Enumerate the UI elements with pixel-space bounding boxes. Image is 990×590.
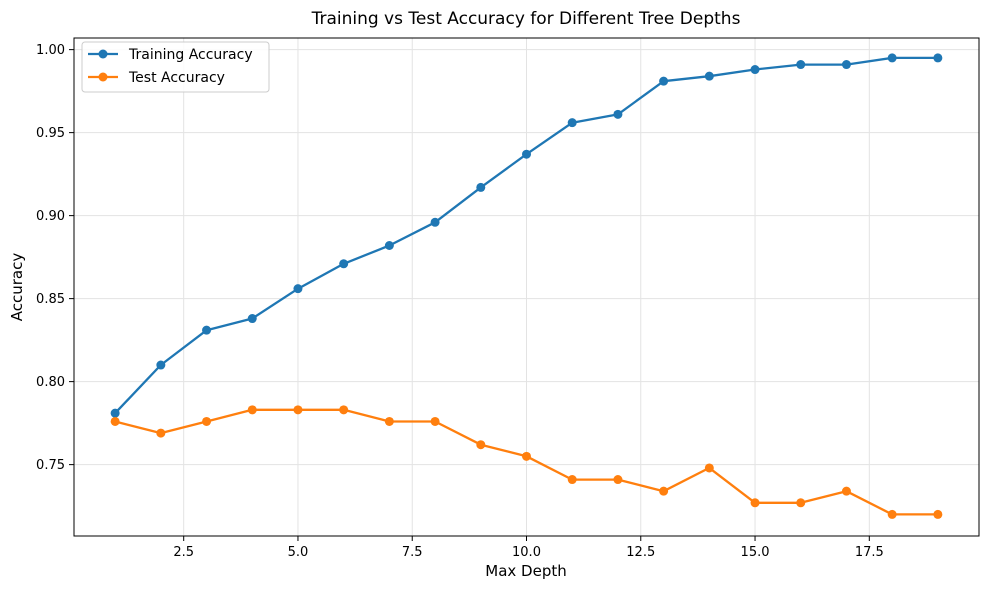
legend-item-training-accuracy: Training Accuracy (88, 47, 253, 63)
data-point-training-accuracy (430, 217, 440, 227)
data-point-training-accuracy (202, 325, 212, 335)
data-point-training-accuracy (339, 259, 349, 269)
data-point-test-accuracy (704, 463, 714, 473)
data-point-training-accuracy (156, 360, 166, 370)
x-tick-label: 12.5 (626, 545, 655, 560)
grid (74, 38, 979, 536)
data-point-test-accuracy (247, 405, 257, 415)
legend-item-test-accuracy: Test Accuracy (88, 70, 225, 86)
data-point-training-accuracy (567, 118, 577, 128)
legend-label: Test Accuracy (128, 70, 225, 86)
x-tick-label: 7.5 (402, 545, 423, 560)
y-axis-label: Accuracy (8, 253, 26, 322)
data-point-training-accuracy (247, 314, 257, 324)
y-tick-label: 0.90 (36, 209, 65, 224)
y-axis: 0.75 0.80 0.85 0.90 0.95 1.00 (36, 43, 74, 473)
data-point-test-accuracy (567, 475, 577, 485)
data-point-training-accuracy (704, 71, 714, 81)
y-tick-label: 1.00 (36, 43, 65, 58)
data-point-test-accuracy (841, 486, 851, 496)
data-point-training-accuracy (659, 76, 669, 86)
legend-label: Training Accuracy (128, 47, 253, 63)
legend: Training Accuracy Test Accuracy (81, 41, 270, 93)
series-training-accuracy (110, 53, 943, 418)
data-point-test-accuracy (613, 475, 623, 485)
x-tick-label: 5.0 (288, 545, 309, 560)
data-point-training-accuracy (887, 53, 897, 63)
data-point-training-accuracy (613, 109, 623, 119)
data-point-test-accuracy (110, 416, 120, 426)
data-point-test-accuracy (522, 451, 531, 461)
data-point-test-accuracy (476, 440, 486, 450)
data-point-training-accuracy (384, 241, 394, 250)
y-tick-label: 0.85 (36, 292, 65, 307)
data-point-training-accuracy (293, 284, 303, 294)
data-point-test-accuracy (659, 486, 669, 496)
data-point-test-accuracy (339, 405, 349, 415)
data-point-test-accuracy (384, 416, 394, 426)
data-point-training-accuracy (110, 408, 120, 418)
data-point-training-accuracy (750, 65, 760, 75)
data-point-test-accuracy (430, 416, 440, 426)
x-tick-label: 15.0 (741, 545, 770, 560)
data-point-training-accuracy (796, 60, 806, 70)
data-point-training-accuracy (933, 53, 943, 63)
data-point-test-accuracy (156, 428, 166, 438)
series-layer (110, 53, 943, 519)
x-axis: 2.5 5.0 7.5 10.0 12.5 15.0 17.5 (173, 536, 884, 560)
data-point-test-accuracy (887, 509, 897, 519)
data-point-training-accuracy (476, 182, 486, 192)
x-tick-label: 2.5 (173, 545, 194, 560)
y-tick-label: 0.95 (36, 126, 65, 141)
data-point-test-accuracy (202, 416, 212, 426)
data-point-test-accuracy (293, 405, 303, 415)
legend-marker (98, 72, 108, 82)
legend-box (81, 41, 270, 93)
x-tick-label: 10.0 (512, 545, 541, 560)
y-tick-label: 0.80 (36, 375, 65, 390)
legend-marker (98, 49, 108, 59)
data-point-test-accuracy (750, 498, 760, 508)
chart-title: Training vs Test Accuracy for Different … (311, 9, 741, 29)
y-tick-label: 0.75 (36, 458, 65, 473)
series-test-accuracy (110, 405, 943, 519)
data-point-training-accuracy (522, 149, 531, 159)
x-axis-label: Max Depth (485, 562, 566, 580)
data-point-test-accuracy (796, 498, 806, 508)
data-point-test-accuracy (933, 509, 943, 519)
data-point-training-accuracy (841, 60, 851, 70)
x-tick-label: 17.5 (855, 545, 884, 560)
